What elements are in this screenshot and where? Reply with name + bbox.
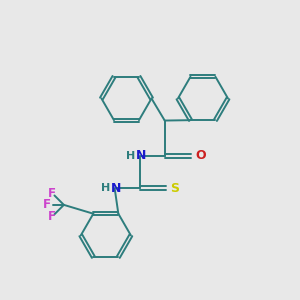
Text: H: H [126, 151, 135, 161]
Text: H: H [100, 183, 110, 193]
Text: O: O [195, 149, 206, 162]
Text: N: N [111, 182, 121, 195]
Text: N: N [136, 149, 146, 162]
Text: S: S [170, 182, 179, 195]
Text: F: F [43, 198, 51, 212]
Text: F: F [47, 187, 56, 200]
Text: F: F [47, 210, 56, 223]
